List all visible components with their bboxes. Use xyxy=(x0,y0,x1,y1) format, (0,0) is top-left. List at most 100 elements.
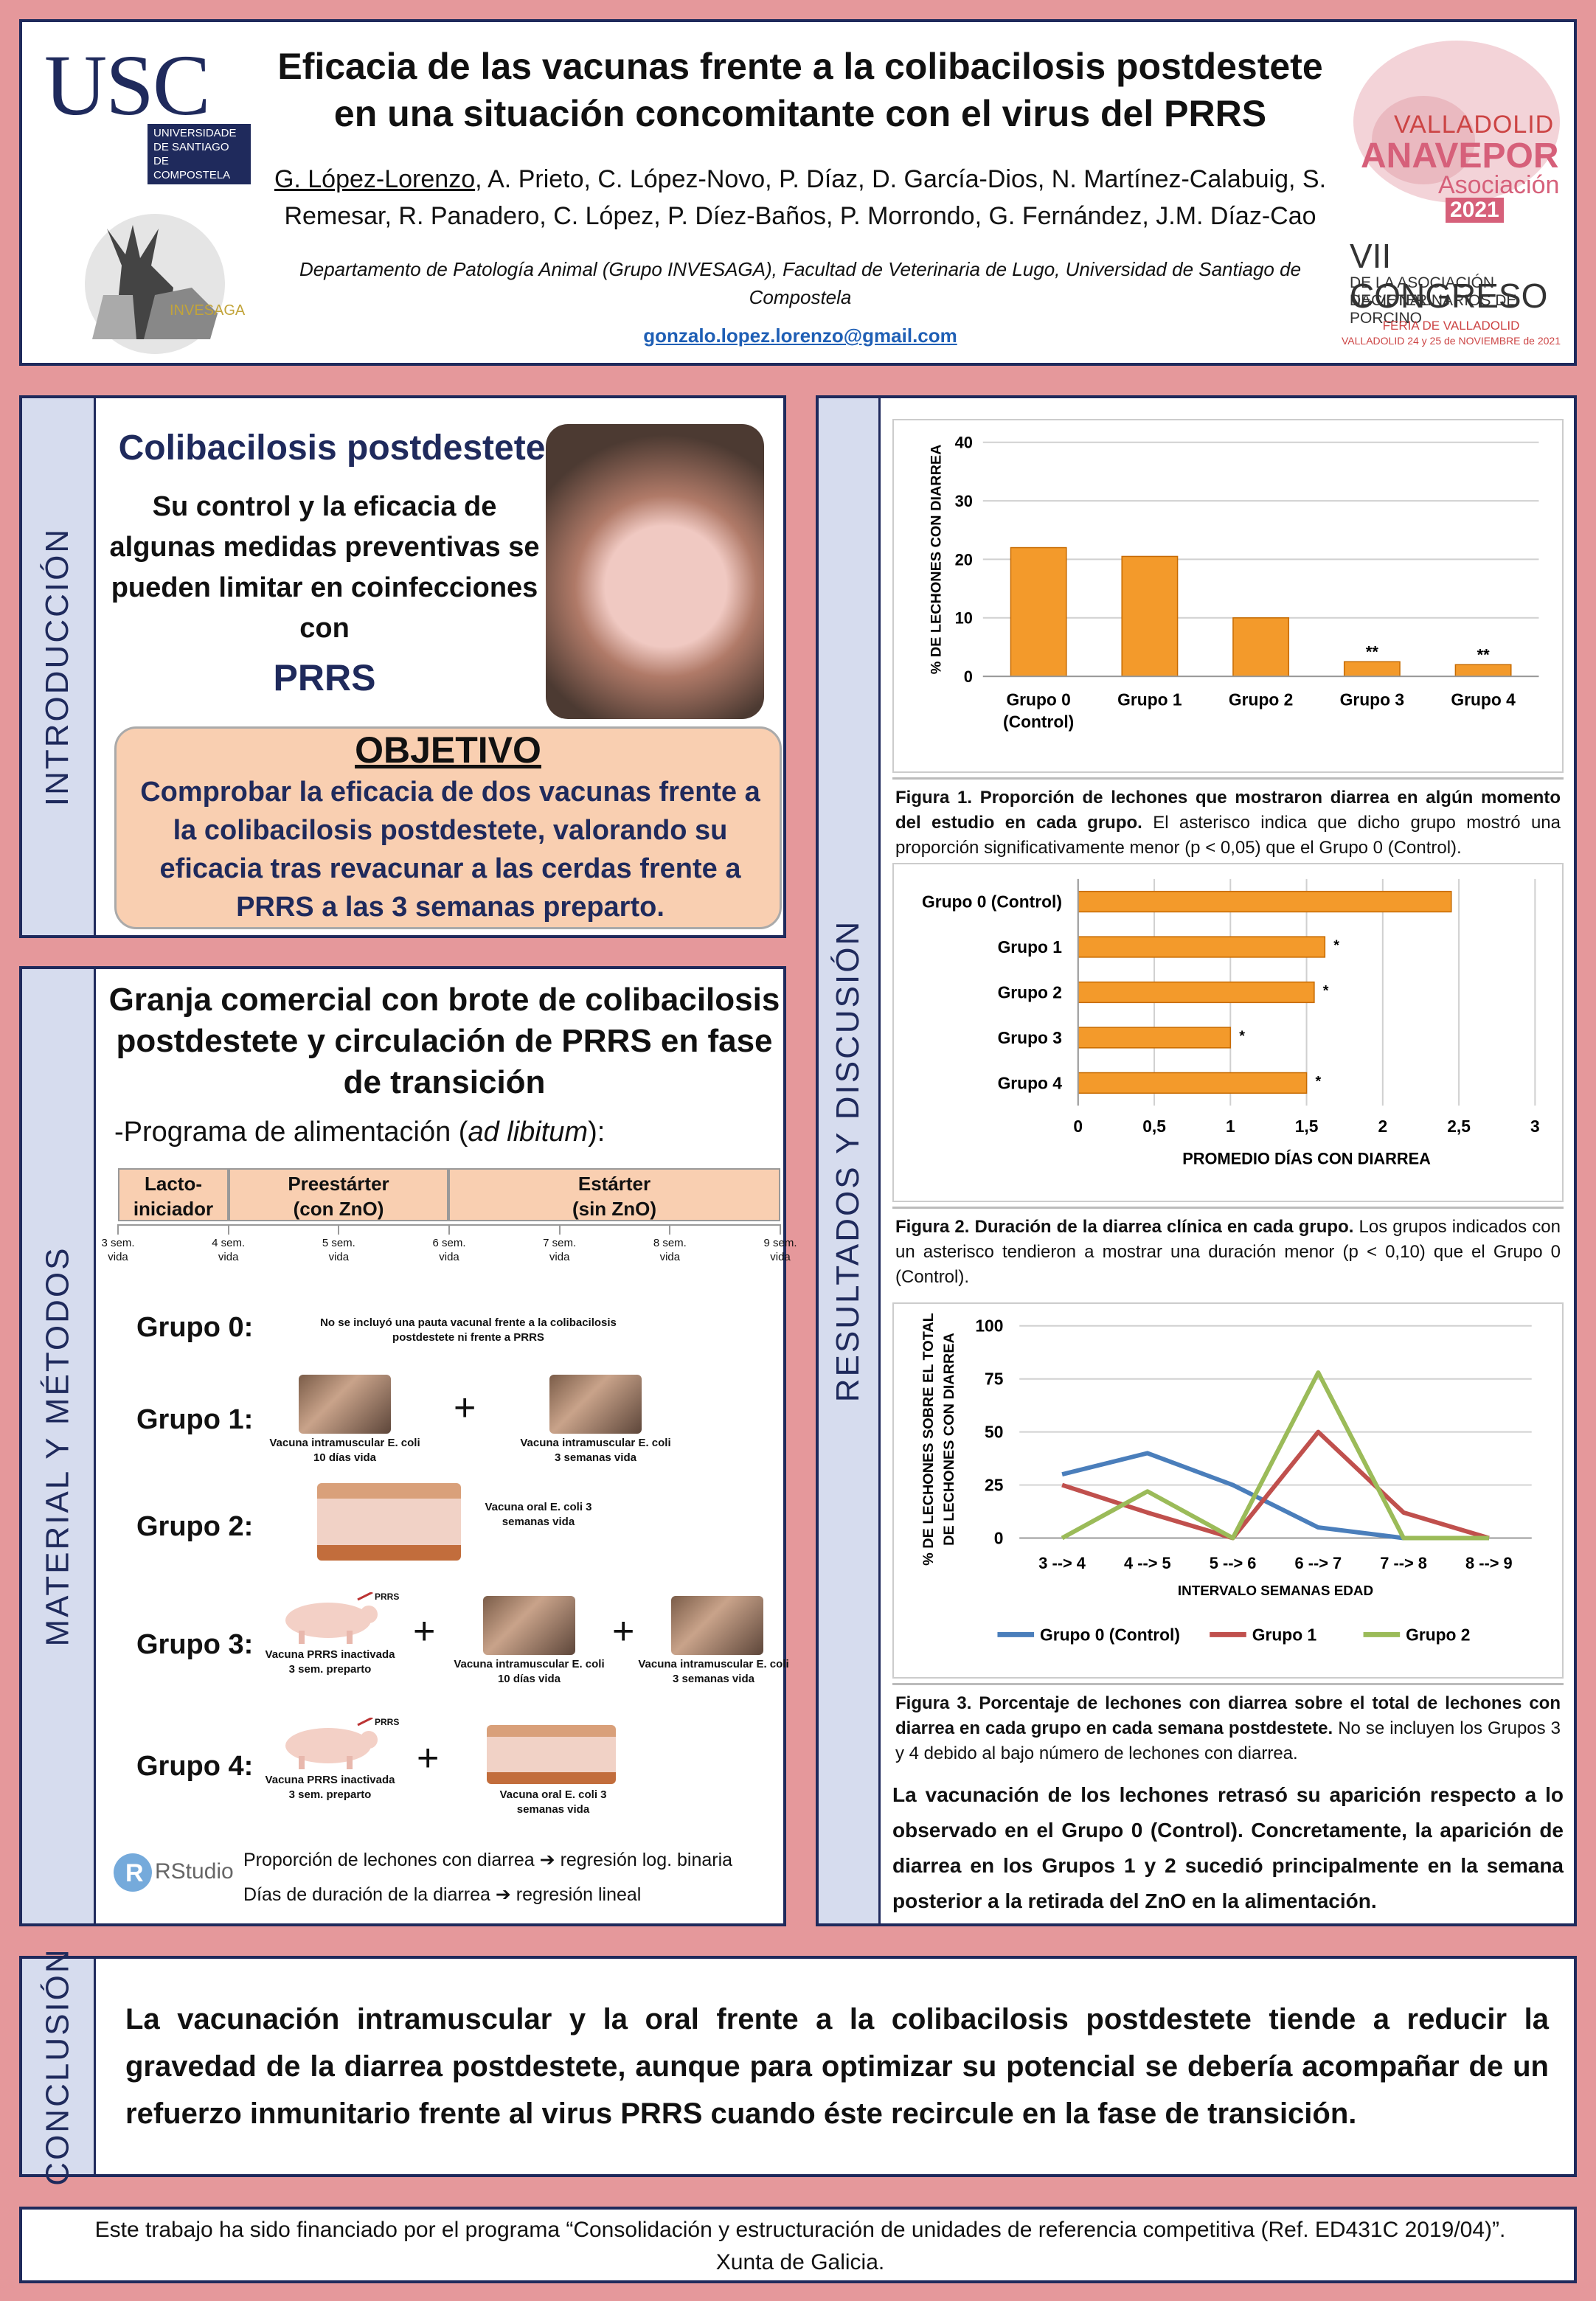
fig3-legend-label: Grupo 1 xyxy=(1252,1625,1317,1644)
phase-estarter: Estárter (sin ZnO) xyxy=(448,1168,780,1221)
fig3-xtick-label: 8 --> 9 xyxy=(1465,1554,1513,1572)
week-tick xyxy=(448,1224,450,1235)
fig3-xtick-label: 7 --> 8 xyxy=(1380,1554,1427,1572)
fig1-bar xyxy=(1343,661,1401,677)
rstudio-logo: R RStudio xyxy=(111,1850,240,1902)
fig3-ylabel-2: DE LECHONES CON DIARREA xyxy=(941,1333,957,1546)
fig3-series-line xyxy=(1061,1451,1489,1541)
week-tick-label: 3 sem. vida xyxy=(101,1237,135,1263)
fig3-ytick-label: 0 xyxy=(994,1528,1004,1547)
group-4-plus: + xyxy=(417,1737,440,1780)
group-3-photo-im10 xyxy=(483,1596,575,1655)
footer-panel: Este trabajo ha sido financiado por el p… xyxy=(19,2207,1577,2283)
week-tick-label: 7 sem. vida xyxy=(543,1237,577,1263)
fig2-bar xyxy=(1078,1072,1308,1094)
fig2-category-label: Grupo 1 xyxy=(998,937,1063,957)
fig3-chart: 0 25 50 75 100 3 --> 4 4 --> 5 5 --> 6 6 --> 7 7 … xyxy=(892,1302,1564,1679)
fig2-caption: Figura 2. Duración de la diarrea clínica… xyxy=(892,1207,1564,1296)
stats-2-left: Días de duración de la diarrea xyxy=(243,1884,490,1905)
feed-prefix: -Programa de alimentación ( xyxy=(114,1117,468,1148)
group-1-plus: + xyxy=(454,1386,476,1429)
group-3-vac-prrs: Vacuna PRRS inactivada 3 sem. preparto xyxy=(265,1648,395,1676)
invesaga-label: INVESAGA xyxy=(170,302,246,319)
fig3-caption-bold: Figura 3. Porcentaje de lechones con dia… xyxy=(895,1693,1561,1738)
methods-heading: Granja comercial con brote de colibacilo… xyxy=(108,982,780,1100)
results-panel: RESULTADOS Y DISCUSIÓN 0 10 20 30 40 Grupo 0(… xyxy=(816,395,1577,1926)
congress-year: 2021 xyxy=(1446,198,1504,223)
group-2-photo-oral xyxy=(317,1483,461,1561)
methods-ribbon: MATERIAL Y MÉTODOS xyxy=(22,969,96,1923)
phase-lacto: Lacto-iniciador xyxy=(118,1168,229,1221)
week-tick xyxy=(558,1224,561,1235)
fig3-xtick-label: 5 --> 6 xyxy=(1210,1554,1257,1572)
authors-rest: , A. Prieto, C. López-Novo, P. Díaz, D. … xyxy=(284,165,1327,230)
congress-dates: VALLADOLID 24 y 25 de NOVIEMBRE de 2021 xyxy=(1341,335,1561,347)
fig3-xlabel: INTERVALO SEMANAS EDAD xyxy=(1178,1583,1373,1598)
fig1-caption-bold: Figura 1. Proporción de lechones que mos… xyxy=(895,788,1561,833)
group-2-label: Grupo 2: xyxy=(136,1511,254,1542)
email-link[interactable]: gonzalo.lopez.lorenzo@gmail.com xyxy=(643,324,957,347)
methods-ribbon-label: MATERIAL Y MÉTODOS xyxy=(39,1246,76,1647)
fig3-ytick-label: 50 xyxy=(985,1423,1003,1442)
usc-logo: USC UNIVERSIDADE DE SANTIAGO DE COMPOSTE… xyxy=(44,42,251,184)
fig3-caption: Figura 3. Porcentaje de lechones con dia… xyxy=(892,1683,1564,1772)
usc-logo-sub-1: UNIVERSIDADE xyxy=(153,127,237,139)
phase-preestarter-l1: Preestárter xyxy=(288,1173,389,1195)
fig3-xtick-label: 3 --> 4 xyxy=(1038,1554,1086,1572)
fig2-annotation: * xyxy=(1333,937,1339,954)
fig1-ytick-label: 10 xyxy=(955,609,973,628)
week-tick-label: 9 sem. vida xyxy=(763,1237,797,1263)
fig1-bar xyxy=(1454,664,1512,677)
group-3-photo-im3 xyxy=(671,1596,763,1655)
fig1-annotation: ** xyxy=(1477,645,1490,664)
fig2-annotation: * xyxy=(1323,982,1329,999)
group-3-plus-1: + xyxy=(413,1610,436,1653)
fig1-category-label: Grupo 1 xyxy=(1117,690,1182,709)
group-1-photo-im3 xyxy=(549,1375,642,1434)
congress-sub-1: DE LA ASOCIACIÓN NACIONAL xyxy=(1350,274,1495,309)
intro-ribbon-label: INTRODUCCIÓN xyxy=(39,527,76,807)
fig1-bar xyxy=(1010,546,1067,677)
group-0-label: Grupo 0: xyxy=(136,1312,254,1343)
group-1-vac-im3: Vacuna intramuscular E. coli 3 semanas v… xyxy=(520,1437,671,1464)
fig1-category-label: Grupo 0 xyxy=(1006,690,1070,709)
fig2-chart: 0 0,5 1 1,5 2 2,5 3 Grupo 0 (Control) * Grupo 1 * G… xyxy=(892,863,1564,1202)
results-ribbon-label: RESULTADOS Y DISCUSIÓN xyxy=(830,919,867,1403)
fig1-caption-text: El asterisco indica que dicho grupo most… xyxy=(895,813,1561,858)
group-1-label: Grupo 1: xyxy=(136,1404,254,1435)
fig3-xtick-label: 6 --> 7 xyxy=(1295,1554,1342,1572)
figure-3: 0 25 50 75 100 3 --> 4 4 --> 5 5 --> 6 6 --> 7 7 … xyxy=(892,1302,1564,1763)
poster-title: Eficacia de las vacunas frente a la coli… xyxy=(277,46,1323,134)
usc-logo-sub-3: DE COMPOSTELA xyxy=(153,155,231,181)
arrow-right-icon: ➔ xyxy=(495,1884,511,1905)
fig2-bar xyxy=(1078,981,1315,1004)
fig2-xtick-label: 1 xyxy=(1226,1117,1235,1136)
fig3-series-line xyxy=(1061,1429,1490,1541)
conclusion-panel: CONCLUSIÓN La vacunación intramuscular y… xyxy=(19,1947,1577,2186)
fig3-ytick-label: 100 xyxy=(975,1316,1003,1336)
congress-wordcloud xyxy=(1353,41,1560,203)
objetivo-title: OBJETIVO xyxy=(355,729,541,771)
group-3-prrs-tag: PRRS xyxy=(375,1592,400,1602)
feed-italic: ad libitum xyxy=(468,1117,589,1148)
stats-1-left: Proporción de lechones con diarrea xyxy=(243,1850,535,1870)
intro-heading: Colibacilosis postdestete xyxy=(118,428,546,468)
intro-prrs: PRRS xyxy=(273,657,376,698)
congress-logo: VALLADOLID ANAVEPOR Asociación 2021 VII … xyxy=(1335,30,1567,358)
group-3-plus-2: + xyxy=(612,1610,635,1653)
group-4-photo-oral xyxy=(487,1725,616,1784)
group-1-photo-im10 xyxy=(299,1375,391,1434)
conclusion-text: La vacunación intramuscular y la oral fr… xyxy=(125,2003,1549,2130)
group-3-vac-im10: Vacuna intramuscular E. coli 10 días vid… xyxy=(454,1658,605,1685)
fig2-category-label: Grupo 4 xyxy=(998,1073,1063,1092)
week-tick-label: 6 sem. vida xyxy=(432,1237,466,1263)
intro-text: Su control y la eficacia de algunas medi… xyxy=(109,491,540,644)
figure-2: 0 0,5 1 1,5 2 2,5 3 Grupo 0 (Control) * Grupo 1 * G… xyxy=(892,863,1564,1287)
stats-2-right: regresión lineal xyxy=(516,1884,642,1905)
fig1-category-label: Grupo 3 xyxy=(1340,690,1404,709)
week-tick-label: 4 sem. vida xyxy=(212,1237,246,1263)
fig2-xtick-label: 0,5 xyxy=(1142,1117,1166,1136)
fig2-bar xyxy=(1078,890,1452,913)
feed-timeline: Lacto-iniciador Preestárter (con ZnO) Est… xyxy=(101,1168,797,1279)
phase-estarter-l2: (sin ZnO) xyxy=(572,1198,657,1220)
